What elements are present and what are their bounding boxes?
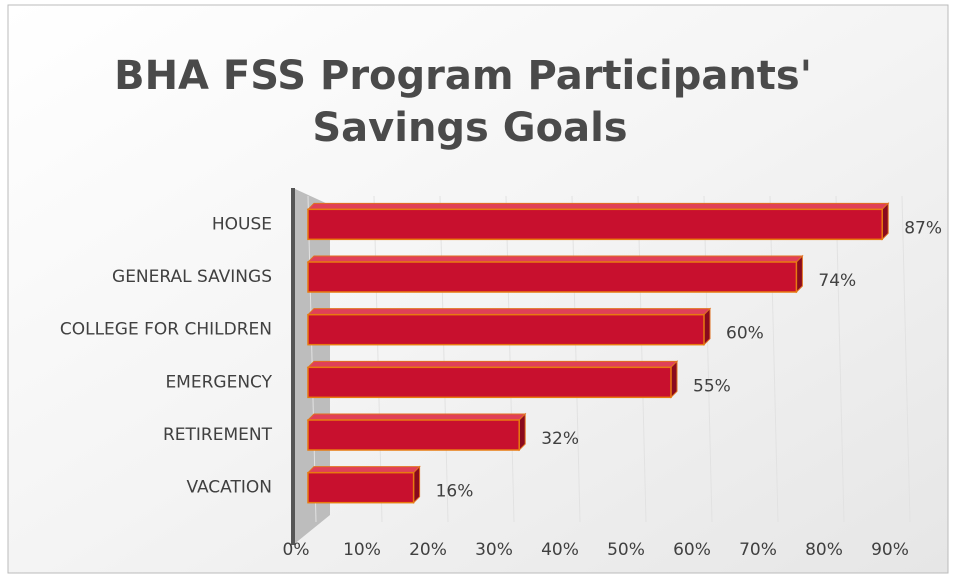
grid-line — [769, 195, 779, 523]
x-tick-label: 20% — [409, 540, 447, 560]
x-tick-label: 50% — [607, 540, 645, 560]
bar-side — [703, 307, 711, 346]
y-tick-label: EMERGENCY — [165, 372, 272, 392]
bar-side — [670, 360, 678, 399]
data-label: 87% — [904, 218, 942, 238]
y-tick-label: HOUSE — [212, 214, 272, 234]
data-label: 32% — [541, 429, 579, 449]
data-label: 74% — [818, 271, 856, 291]
x-tick-label: 90% — [871, 540, 909, 560]
grid-line — [571, 195, 581, 523]
bar-side — [518, 412, 526, 452]
x-tick-label: 60% — [673, 540, 711, 560]
grid-line — [439, 195, 449, 523]
y-tick-label: RETIREMENT — [163, 425, 273, 445]
y-tick-label: GENERAL SAVINGS — [112, 267, 272, 287]
x-tick-label: 40% — [541, 540, 579, 560]
bar — [307, 471, 415, 504]
data-label: 16% — [436, 482, 474, 502]
y-tick-label: VACATION — [186, 478, 272, 498]
chart-title: BHA FSS Program Participants' Savings Go… — [114, 53, 826, 151]
grid-line — [901, 195, 911, 523]
bar — [307, 419, 520, 451]
bar-top — [306, 413, 527, 421]
bar — [307, 313, 705, 346]
bar — [307, 366, 672, 399]
bar-side — [413, 465, 421, 504]
bar-top — [306, 308, 712, 316]
data-label: 60% — [726, 324, 764, 344]
bar — [307, 208, 883, 241]
x-tick-label: 30% — [475, 540, 513, 560]
bar-side — [795, 254, 803, 294]
y-tick-label: COLLEGE FOR CHILDREN — [60, 320, 272, 340]
bar-top — [306, 466, 421, 474]
grid-line — [703, 195, 713, 523]
x-tick-label: 0% — [283, 540, 310, 560]
grid-line — [835, 195, 845, 523]
bar-top — [306, 255, 804, 263]
x-tick-label: 80% — [805, 540, 843, 560]
title-line: BHA FSS Program Participants' — [114, 53, 812, 99]
data-label: 55% — [693, 376, 731, 396]
bar-top — [306, 360, 679, 368]
bar — [307, 261, 798, 293]
x-tick-label: 70% — [739, 540, 777, 560]
x-tick-label: 10% — [343, 540, 381, 560]
grid-line — [637, 195, 647, 523]
bar-top — [306, 202, 890, 210]
title-line: Savings Goals — [312, 105, 627, 151]
grid-line — [505, 195, 515, 523]
bar-side — [881, 202, 889, 241]
